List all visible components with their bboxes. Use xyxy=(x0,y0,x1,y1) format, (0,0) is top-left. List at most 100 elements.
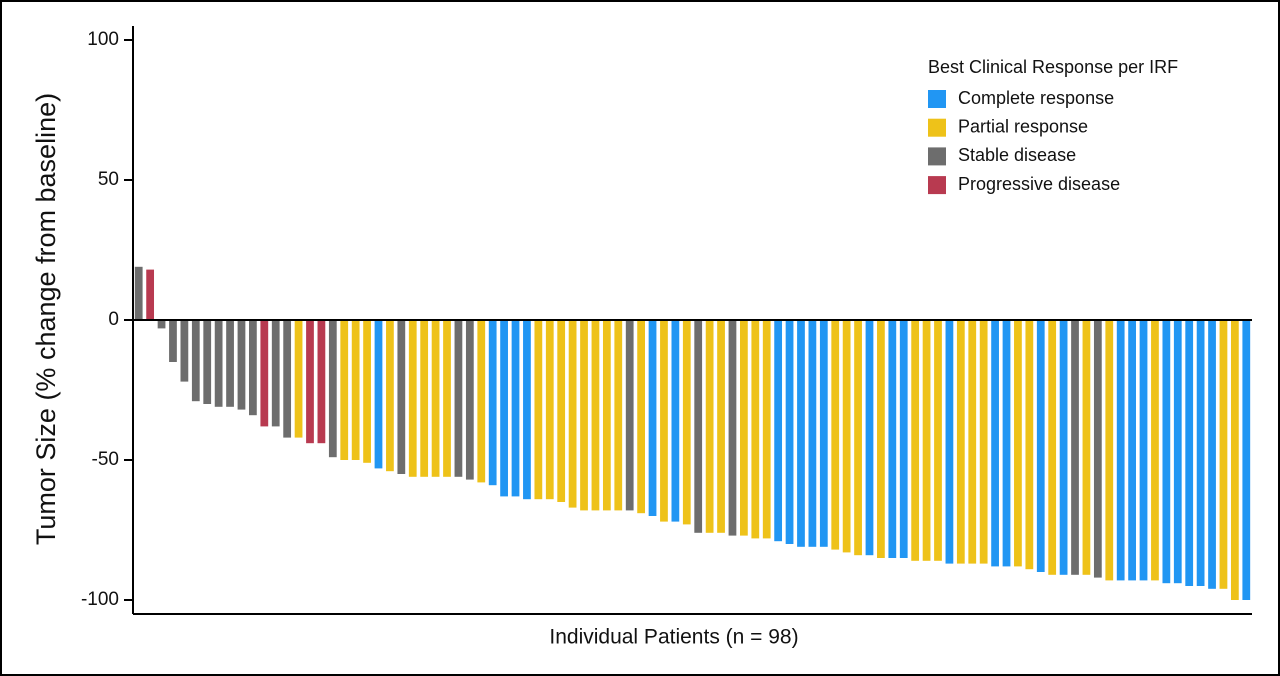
bar xyxy=(488,320,497,486)
bar xyxy=(854,320,862,556)
bar xyxy=(945,320,954,564)
bar xyxy=(648,320,657,516)
bar xyxy=(477,320,486,483)
bar xyxy=(328,320,337,458)
bar xyxy=(1230,320,1239,600)
y-tick-label: 0 xyxy=(108,309,119,330)
bar xyxy=(625,320,634,511)
bar xyxy=(134,266,143,320)
bar xyxy=(226,320,234,407)
bar xyxy=(740,320,748,536)
y-tick-label: 100 xyxy=(87,29,119,50)
bar xyxy=(191,320,200,402)
bar xyxy=(306,320,314,444)
bar xyxy=(294,320,303,438)
bar xyxy=(1082,320,1091,575)
bar xyxy=(169,320,177,362)
bar xyxy=(363,320,371,463)
bar xyxy=(956,320,965,564)
bar xyxy=(602,320,611,511)
bar xyxy=(637,320,645,514)
bar xyxy=(500,320,508,497)
bar xyxy=(1014,320,1022,567)
bar xyxy=(979,320,988,564)
bar xyxy=(968,320,977,564)
bar xyxy=(523,320,531,500)
y-tick-label: -50 xyxy=(92,449,119,470)
bar xyxy=(808,320,817,547)
bar xyxy=(1105,320,1114,581)
bar xyxy=(911,320,920,561)
bar xyxy=(797,320,805,547)
bar xyxy=(774,320,783,542)
bar xyxy=(1162,320,1171,584)
bar xyxy=(557,320,566,502)
bar xyxy=(671,320,680,522)
bar xyxy=(1116,320,1125,581)
bar xyxy=(717,320,725,533)
y-tick-label: -100 xyxy=(81,589,119,610)
bar xyxy=(1185,320,1194,586)
legend-swatch xyxy=(928,118,946,137)
bar xyxy=(283,320,292,438)
bar xyxy=(762,320,771,539)
legend-swatch xyxy=(928,147,946,166)
bar xyxy=(340,320,349,460)
bar xyxy=(660,320,668,522)
bar xyxy=(386,320,394,472)
bar xyxy=(1071,320,1079,575)
bar xyxy=(1059,320,1068,575)
bar xyxy=(1242,320,1251,600)
bar xyxy=(534,320,543,500)
bar xyxy=(465,320,474,480)
bar xyxy=(580,320,588,511)
bar xyxy=(146,269,155,320)
y-axis-label: Tumor Size (% change from baseline) xyxy=(31,93,61,545)
bar xyxy=(694,320,703,533)
bar xyxy=(1139,320,1148,581)
legend-swatch xyxy=(928,176,946,195)
bar xyxy=(1151,320,1159,581)
legend-label: Complete response xyxy=(958,88,1114,108)
bar xyxy=(934,320,942,561)
legend-title: Best Clinical Response per IRF xyxy=(928,57,1178,77)
bar xyxy=(420,320,429,477)
legend-label: Stable disease xyxy=(958,145,1076,165)
legend-swatch xyxy=(928,90,946,108)
x-axis-label: Individual Patients (n = 98) xyxy=(549,626,798,649)
bar xyxy=(682,320,691,525)
bar xyxy=(511,320,520,497)
bar xyxy=(1036,320,1045,572)
bar xyxy=(1219,320,1228,589)
bar xyxy=(1173,320,1182,584)
bar xyxy=(214,320,223,407)
bar xyxy=(454,320,463,477)
bar xyxy=(351,320,360,460)
bar xyxy=(237,320,246,410)
bar xyxy=(1093,320,1102,578)
bar xyxy=(317,320,326,444)
bar xyxy=(443,320,451,477)
bar xyxy=(157,320,166,329)
bar xyxy=(431,320,440,477)
bar xyxy=(751,320,760,539)
legend-label: Progressive disease xyxy=(958,174,1120,194)
bar xyxy=(249,320,257,416)
bar xyxy=(899,320,908,558)
bar xyxy=(785,320,794,544)
legend-label: Partial response xyxy=(958,116,1088,136)
bar xyxy=(842,320,851,553)
bar xyxy=(877,320,885,558)
bar xyxy=(374,320,383,469)
bar xyxy=(1048,320,1057,575)
bar xyxy=(831,320,840,550)
bar xyxy=(180,320,189,382)
bar xyxy=(819,320,828,547)
bar xyxy=(591,320,600,511)
y-tick-label: 50 xyxy=(98,169,119,190)
bar xyxy=(1208,320,1216,589)
bar xyxy=(408,320,417,477)
bar xyxy=(203,320,212,404)
bar xyxy=(271,320,280,427)
